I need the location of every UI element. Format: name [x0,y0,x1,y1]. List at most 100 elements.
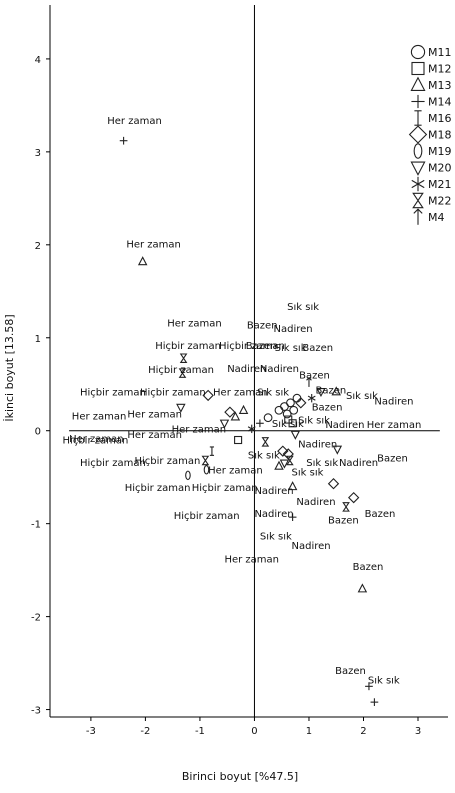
point-arrow-up [306,377,312,387]
point-label: Bazen [316,386,347,397]
legend-marker-diamond [408,125,428,144]
point-triangle-down [332,445,343,455]
legend-marker-arrow-up [413,208,423,225]
point-circle [274,405,284,415]
point-diamond [224,406,236,418]
point-triangle-up [287,481,298,491]
point-hourglass [178,368,187,378]
point-label: Hiçbir zaman [80,387,146,398]
legend-entry: M16 [428,112,452,125]
point-label: Nadiren [274,324,313,335]
legend-entry: M12 [428,63,452,76]
point-label: Hiçbir zaman [140,387,206,398]
legend-entry: M19 [428,145,452,158]
legend-entry: M11 [428,46,452,59]
point-label: Bazen [335,666,366,677]
point-label: Hiçbir zaman [125,483,191,494]
point-triangle-up [137,256,148,266]
point-label: Hiçbir zaman [80,458,146,469]
y-tick-label: 3 [35,148,41,159]
plot-frame [49,5,448,718]
point-label: Hiçbir zaman [135,456,201,467]
point-square [234,435,243,445]
axis-ticks: -3 -2 -1 0 1 2 3 4 3 2 1 0 -1 -2 -3 [31,55,421,737]
legend-marker-triangle-down [410,161,426,176]
legend-marker-triangle-up [410,76,426,91]
legend-entry: M21 [428,178,452,191]
point-label: Her zaman [126,240,181,251]
legend-entry: M13 [428,79,452,92]
point-triangle-down [290,430,301,440]
point-label: Hiçbir zaman [219,341,285,352]
legend-marker-circle [410,44,426,60]
x-tick-label: -2 [140,726,150,737]
legend-marker-hourglass [412,192,424,209]
legend-marker-ibeam [414,110,422,126]
point-label: Sık sık [248,451,280,462]
point-label: Her zaman [69,434,124,445]
point-circle [289,405,299,415]
point-label: Hiçbir zaman [155,341,221,352]
x-tick-label: 1 [306,726,312,737]
x-tick-label: -3 [86,726,96,737]
point-diamond [295,397,307,409]
point-triangle-up [238,404,249,414]
point-circle [282,409,292,419]
point-star [247,424,256,434]
point-hourglass [261,437,270,447]
legend-marker-plus [411,94,425,109]
point-label: Her zaman [224,555,279,566]
point-star [307,393,316,403]
point-label: Bazen [247,320,278,331]
x-tick-label: 3 [415,726,421,737]
point-zero [203,465,210,475]
point-triangle-down [316,387,326,398]
point-label: Bazen [365,509,396,520]
point-label: Bazen [377,453,408,464]
point-plus [365,682,373,691]
point-triangle-up [357,583,368,593]
y-tick-label: -2 [31,613,41,624]
legend-entry: M18 [428,129,452,142]
point-diamond [348,491,360,504]
point-hourglass [286,455,294,466]
point-label: Her zaman [127,430,182,441]
point-label: Sık sık [298,415,330,426]
data-points [119,136,379,706]
point-triangle-up [331,386,341,396]
point-plus [256,419,264,428]
point-label: Bazen [353,562,384,573]
point-label: Sık sık [272,419,304,430]
point-label: Hiçbir zaman [174,511,240,522]
point-label: Bazen [246,341,277,352]
point-label: Bazen [302,343,333,354]
point-label: Nadiren [296,497,335,508]
point-label: Bazen [299,371,330,382]
point-diamond [327,478,340,490]
point-label: Nadiren [227,364,266,375]
y-tick-label: 2 [35,241,41,252]
point-plus [288,513,297,522]
legend-marker-star [411,176,425,192]
point-label: Bazen [312,402,343,413]
point-triangle-up [230,411,241,421]
point-label: Bazen [328,516,359,527]
point-circle [286,398,295,408]
point-circle [292,393,302,403]
legend-entry: M14 [428,96,452,109]
legend-entry: M20 [428,162,452,175]
point-label: Sık sık [368,676,400,687]
x-tick-label: -1 [195,726,205,737]
point-label: Sık sık [346,391,378,402]
y-tick-label: -3 [31,706,41,717]
point-label: Her zaman [172,425,227,436]
point-label: Hiçbir zaman [192,483,258,494]
x-tick-label: 0 [251,726,257,737]
point-circle [263,413,273,423]
point-label: Hiçbir zaman [63,436,129,447]
point-diamond [202,389,214,402]
x-tick-label: 2 [360,726,366,737]
legend-entry: M4 [428,211,445,224]
point-label: Nadiren [254,509,293,520]
